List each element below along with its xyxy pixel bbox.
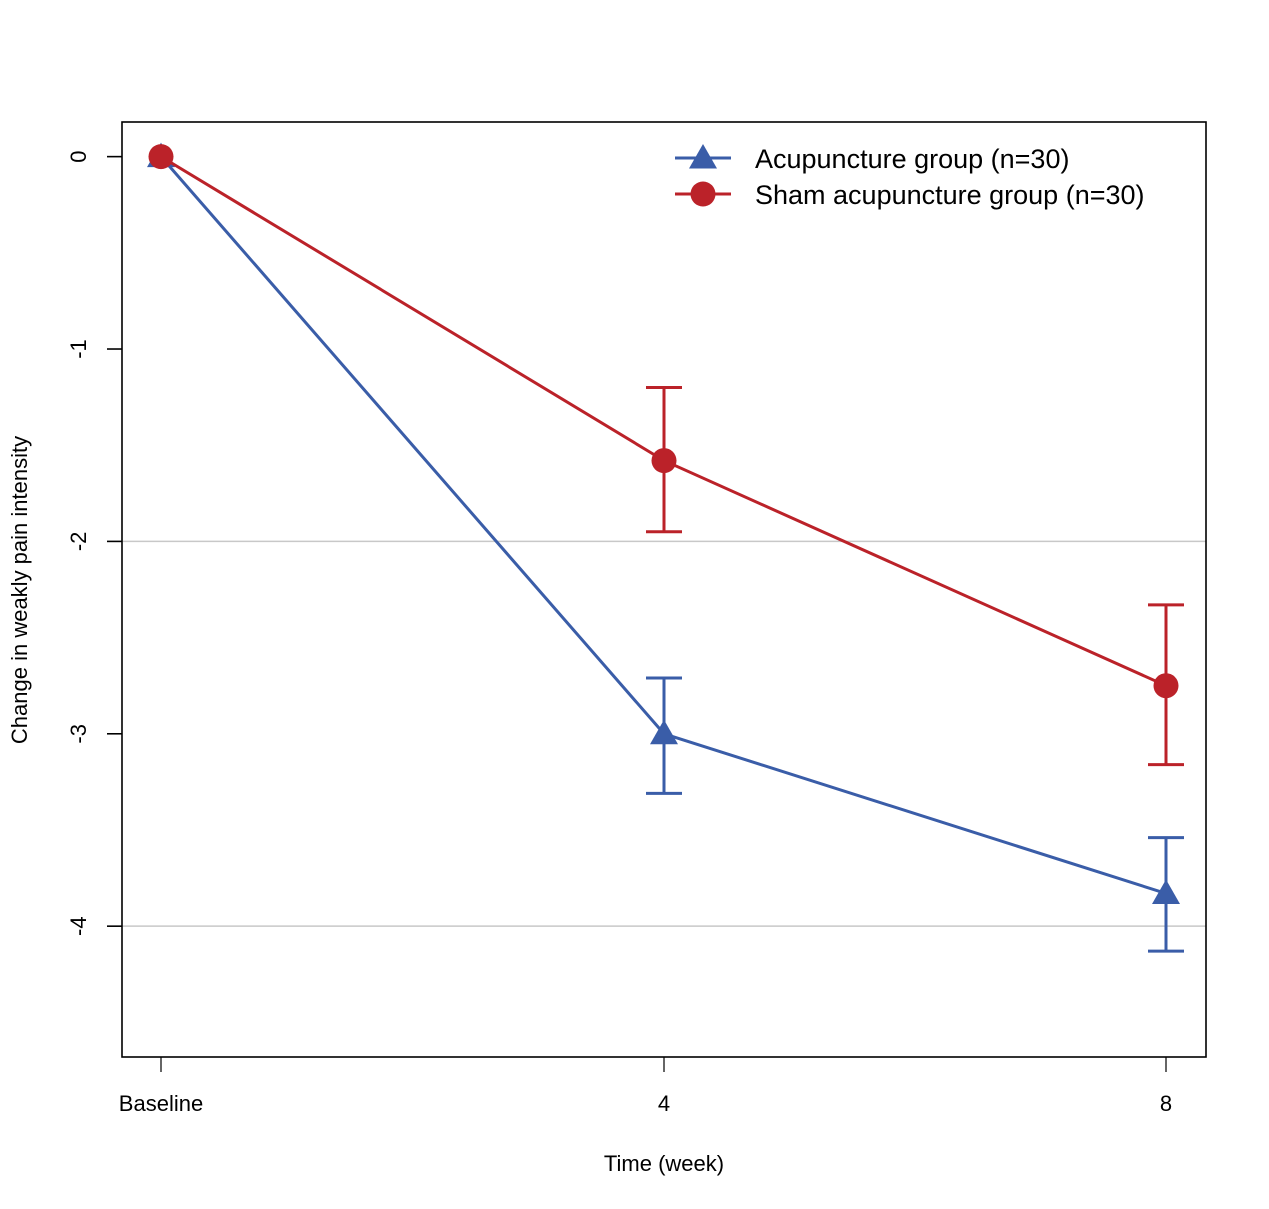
plot-frame xyxy=(121,121,1207,1058)
x-tick-label: Baseline xyxy=(119,1091,203,1116)
y-tick-label: -1 xyxy=(66,339,91,359)
data-point xyxy=(148,144,174,170)
y-tick-label: -3 xyxy=(66,724,91,744)
y-tick-label: -2 xyxy=(66,532,91,552)
data-point xyxy=(650,719,678,745)
x-tick-label: 4 xyxy=(658,1091,670,1116)
legend-label: Acupuncture group (n=30) xyxy=(755,144,1069,174)
x-axis: Baseline 4 8 xyxy=(119,1057,1172,1116)
legend: Acupuncture group (n=30) Sham acupuncture… xyxy=(675,144,1145,210)
legend-marker xyxy=(689,144,717,169)
y-axis: 0 -1 -2 -3 -4 xyxy=(66,151,122,936)
series-sham xyxy=(148,144,1184,767)
data-point xyxy=(651,448,677,474)
series-acupuncture xyxy=(147,142,1184,953)
y-axis-title: Change in weakly pain intensity xyxy=(7,436,32,744)
legend-item: Sham acupuncture group (n=30) xyxy=(675,180,1145,210)
legend-item: Acupuncture group (n=30) xyxy=(675,144,1069,174)
gridlines xyxy=(122,540,1206,927)
y-tick-label: 0 xyxy=(66,151,91,163)
x-axis-title: Time (week) xyxy=(604,1151,724,1176)
y-tick-label: -4 xyxy=(66,916,91,936)
data-point xyxy=(1153,673,1179,699)
legend-label: Sham acupuncture group (n=30) xyxy=(755,180,1145,210)
legend-marker xyxy=(690,181,716,207)
x-tick-label: 8 xyxy=(1160,1091,1172,1116)
series-layer xyxy=(147,142,1184,953)
data-point xyxy=(1152,879,1180,904)
